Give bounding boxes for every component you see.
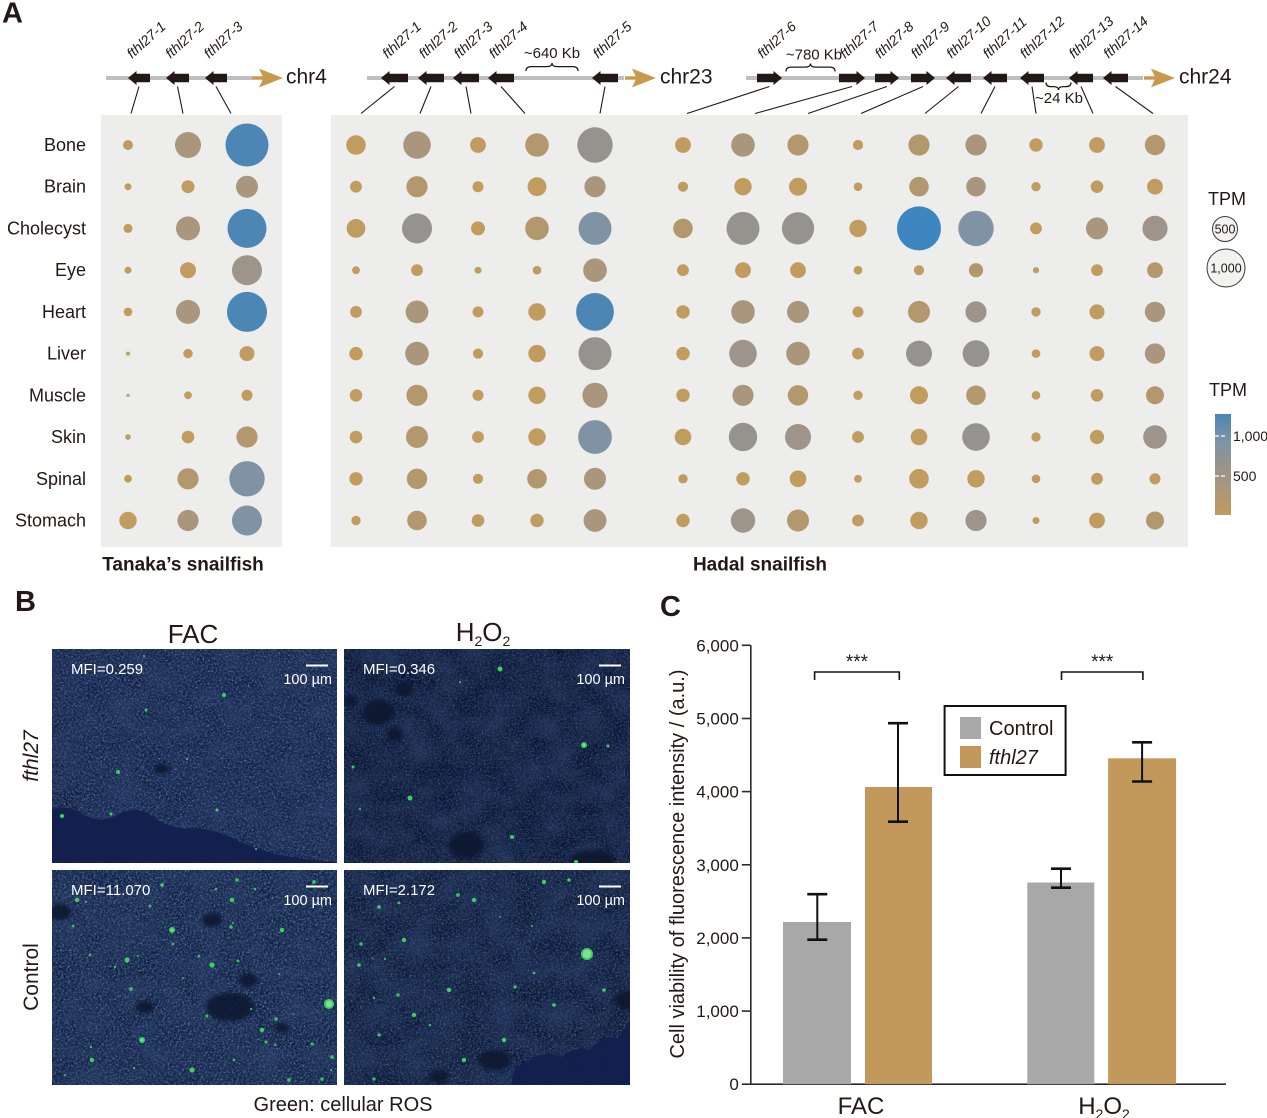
svg-text:Brain: Brain (44, 177, 86, 197)
svg-text:Eye: Eye (55, 260, 86, 280)
svg-text:1,000: 1,000 (1233, 428, 1267, 444)
svg-text:MFI=0.346: MFI=0.346 (363, 661, 435, 678)
svg-text:fthl27-1: fthl27-1 (379, 18, 424, 61)
svg-text:fthl27: fthl27 (989, 747, 1039, 769)
svg-text:Spinal: Spinal (36, 469, 86, 489)
svg-text:100 µm: 100 µm (576, 672, 625, 688)
svg-text:1,000: 1,000 (696, 1002, 739, 1021)
svg-text:Muscle: Muscle (29, 385, 86, 405)
svg-text:Cell viability of fluorescence: Cell viability of fluorescence intensity… (667, 669, 689, 1058)
svg-text:fthl27-3: fthl27-3 (200, 18, 246, 61)
svg-text:H2O2: H2O2 (456, 617, 511, 649)
svg-text:2,000: 2,000 (696, 929, 739, 948)
svg-text:B: B (15, 586, 36, 618)
svg-text:~780 Kb: ~780 Kb (786, 47, 842, 64)
svg-text:100 µm: 100 µm (283, 893, 332, 909)
svg-text:TPM: TPM (1208, 189, 1246, 209)
svg-text:4,000: 4,000 (696, 783, 739, 802)
svg-text:fthl27-5: fthl27-5 (589, 18, 635, 61)
svg-text:1,000: 1,000 (1210, 262, 1241, 276)
svg-text:Heart: Heart (42, 302, 86, 322)
svg-text:Stomach: Stomach (15, 511, 86, 531)
svg-text:Skin: Skin (51, 427, 86, 447)
svg-text:MFI=0.259: MFI=0.259 (71, 661, 143, 678)
svg-text:fthl27-1: fthl27-1 (123, 18, 168, 61)
svg-text:3,000: 3,000 (696, 856, 739, 875)
svg-text:Bone: Bone (44, 135, 86, 155)
svg-text:chr23: chr23 (660, 66, 713, 89)
svg-text:~24 Kb: ~24 Kb (1035, 90, 1083, 107)
svg-text:fthl27: fthl27 (20, 729, 43, 782)
svg-text:fthl27-8: fthl27-8 (871, 18, 917, 61)
svg-text:Green: cellular ROS: Green: cellular ROS (254, 1094, 433, 1116)
svg-text:Control: Control (989, 718, 1053, 740)
svg-text:Liver: Liver (47, 344, 86, 364)
svg-text:Hadal snailfish: Hadal snailfish (693, 555, 827, 576)
svg-text:5,000: 5,000 (696, 710, 739, 729)
svg-text:100 µm: 100 µm (283, 672, 332, 688)
svg-text:fthl27-9: fthl27-9 (907, 18, 953, 61)
svg-text:TPM: TPM (1209, 380, 1247, 400)
svg-text:Cholecyst: Cholecyst (7, 218, 86, 238)
svg-text:0: 0 (729, 1075, 738, 1094)
svg-text:H2O2: H2O2 (1078, 1093, 1130, 1118)
svg-text:Tanaka’s snailfish: Tanaka’s snailfish (102, 555, 264, 576)
svg-text:6,000: 6,000 (696, 636, 739, 655)
svg-text:500: 500 (1233, 468, 1257, 484)
svg-text:fthl27-2: fthl27-2 (162, 18, 208, 61)
svg-text:chr4: chr4 (286, 66, 327, 89)
svg-text:***: *** (1091, 652, 1114, 673)
svg-text:Control: Control (20, 943, 43, 1011)
svg-text:~640 Kb: ~640 Kb (524, 45, 580, 62)
svg-text:FAC: FAC (168, 619, 219, 649)
svg-text:100 µm: 100 µm (576, 893, 625, 909)
svg-text:500: 500 (1215, 223, 1236, 237)
svg-text:chr24: chr24 (1179, 66, 1232, 89)
svg-text:A: A (2, 0, 23, 30)
svg-text:FAC: FAC (838, 1093, 885, 1118)
svg-text:C: C (660, 591, 681, 623)
svg-text:MFI=11.070: MFI=11.070 (71, 882, 150, 899)
svg-text:MFI=2.172: MFI=2.172 (363, 882, 435, 899)
svg-text:***: *** (846, 652, 869, 673)
